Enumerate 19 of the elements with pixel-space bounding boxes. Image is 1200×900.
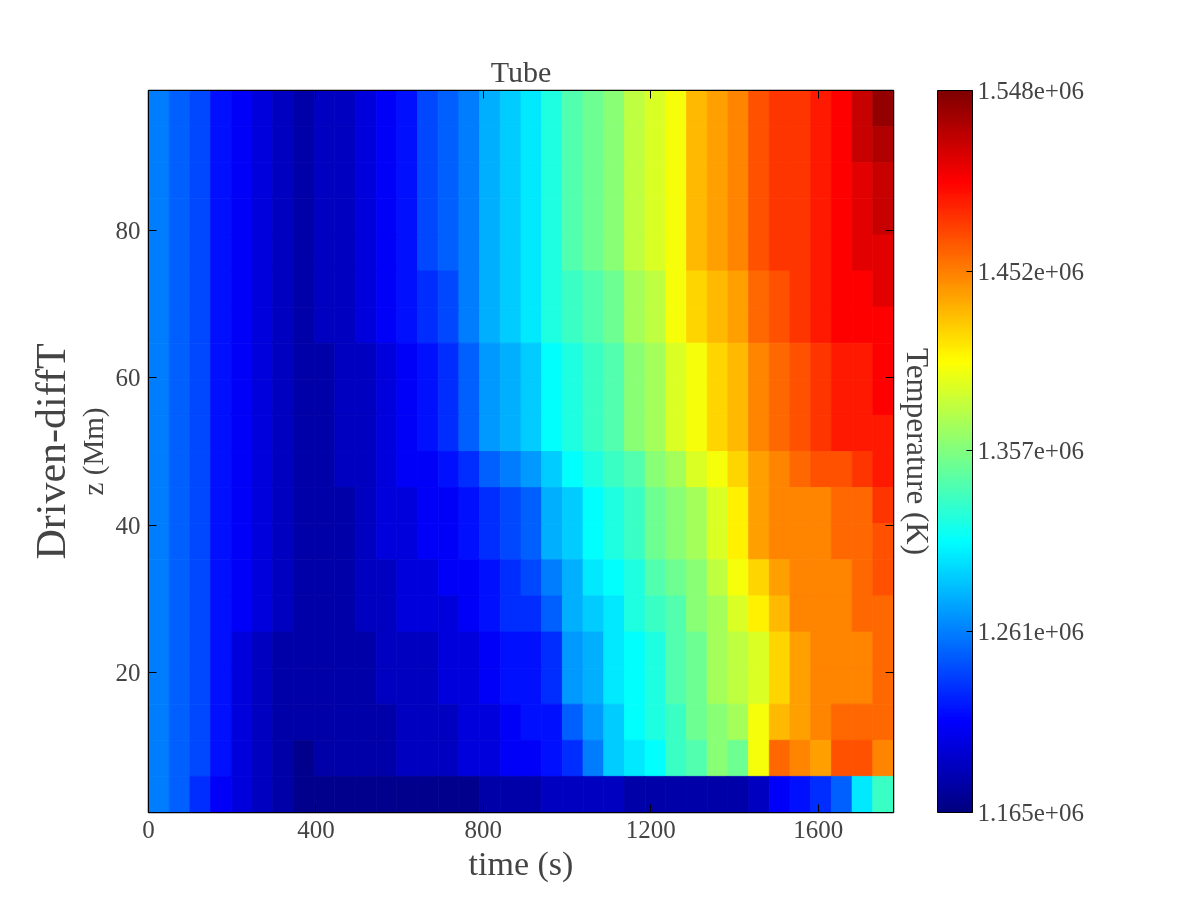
x-tick-label: 0 xyxy=(142,815,155,843)
x-tick-label: 800 xyxy=(464,815,503,843)
y-axis-title: z (Mm) xyxy=(76,407,110,496)
y-tick-label: 20 xyxy=(115,659,141,687)
color-bar-label: 1.261e+06 xyxy=(977,618,1084,646)
y-tick-label: 40 xyxy=(115,511,141,539)
x-tick-label: 1600 xyxy=(793,815,844,843)
y-tick-label: 80 xyxy=(115,216,141,244)
y-tick-label: 60 xyxy=(115,364,141,392)
x-tick-label: 400 xyxy=(297,815,335,843)
chart-title: Tube xyxy=(490,54,552,88)
x-axis-title: time (s) xyxy=(468,844,574,883)
color-bar-label: 1.357e+06 xyxy=(977,437,1084,465)
color-bar-label: 1.165e+06 xyxy=(977,799,1084,826)
color-bar-label: 1.548e+06 xyxy=(977,77,1084,104)
x-tick-label: 1200 xyxy=(625,815,676,843)
color-bar-label: 1.452e+06 xyxy=(977,257,1084,285)
color-bar-title: Temperature (K) xyxy=(899,348,935,555)
text: Driven-diffT xyxy=(27,343,74,560)
